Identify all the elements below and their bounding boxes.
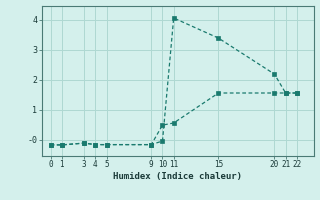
X-axis label: Humidex (Indice chaleur): Humidex (Indice chaleur) (113, 172, 242, 181)
